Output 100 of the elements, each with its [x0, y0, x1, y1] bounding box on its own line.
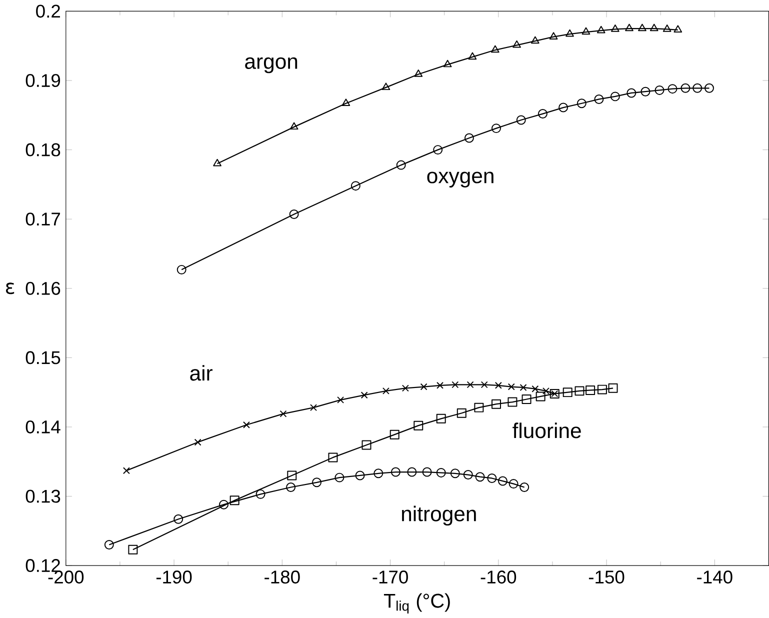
- point: [654, 85, 664, 95]
- point: [508, 478, 518, 488]
- point: [464, 133, 474, 143]
- point: [242, 421, 250, 428]
- x-tick-label: -200: [48, 570, 84, 584]
- point: [382, 82, 390, 90]
- point: [640, 86, 650, 96]
- point: [512, 40, 521, 48]
- point: [452, 381, 459, 388]
- point: [566, 29, 574, 37]
- x-tick-label: -170: [372, 570, 408, 584]
- series-label: fluorine: [512, 422, 581, 438]
- point: [362, 440, 372, 450]
- point: [668, 84, 678, 94]
- point: [522, 394, 532, 404]
- point: [498, 476, 508, 486]
- point: [692, 83, 702, 93]
- point: [487, 473, 497, 483]
- point: [407, 467, 417, 477]
- point: [549, 32, 558, 40]
- point: [531, 36, 540, 44]
- point: [542, 387, 550, 394]
- y-axis-title: ε: [6, 282, 14, 294]
- point: [355, 470, 365, 480]
- point: [508, 397, 518, 407]
- point: [194, 438, 202, 446]
- x-axis-title: T$_{liq}$ (°C): [384, 593, 450, 614]
- x-tick-label: -180: [264, 570, 300, 584]
- point: [390, 430, 400, 440]
- point: [638, 24, 646, 32]
- series-label: nitrogen: [402, 506, 476, 526]
- point: [650, 24, 658, 32]
- point: [420, 383, 428, 390]
- text: argon: [245, 57, 298, 74]
- point: [558, 102, 568, 112]
- point: [536, 392, 546, 402]
- point: [280, 410, 287, 418]
- point: [611, 24, 620, 32]
- point: [704, 83, 714, 93]
- point: [492, 399, 501, 409]
- point: [350, 180, 360, 190]
- point: [312, 478, 322, 488]
- point: [596, 26, 606, 34]
- point: [436, 414, 446, 424]
- point: [538, 108, 548, 118]
- point: [122, 467, 130, 474]
- point: [256, 489, 266, 499]
- point: [520, 384, 527, 391]
- y-tick-label: 0.19: [26, 74, 60, 87]
- y-tick-label: 0.13: [26, 490, 60, 503]
- point: [433, 144, 443, 154]
- point: [574, 386, 584, 396]
- point: [390, 467, 400, 477]
- point: [680, 83, 690, 93]
- point: [516, 115, 526, 125]
- point: [520, 482, 530, 492]
- y-tick-label: 0.14: [26, 420, 60, 434]
- point: [382, 387, 390, 394]
- point: [463, 470, 473, 480]
- point: [474, 402, 484, 412]
- point: [576, 98, 586, 108]
- point: [475, 472, 485, 482]
- x-tick-label: -150: [588, 570, 624, 584]
- y-tick-label: 0.16: [26, 282, 60, 295]
- point: [342, 98, 350, 106]
- point: [287, 470, 297, 480]
- point: [494, 382, 502, 389]
- text: air: [190, 365, 212, 381]
- point: [396, 160, 406, 170]
- point: [450, 468, 460, 478]
- point: [128, 544, 138, 554]
- y-tick-label: 0.15: [26, 351, 60, 364]
- series-label: oxygen: [427, 172, 494, 188]
- y-tick-label: 0.12: [26, 558, 60, 572]
- point: [290, 122, 298, 130]
- point: [213, 158, 222, 166]
- point: [310, 404, 318, 411]
- point: [594, 94, 604, 104]
- point: [582, 27, 590, 34]
- point: [466, 381, 474, 388]
- point: [625, 24, 634, 32]
- point: [456, 408, 466, 418]
- point: [480, 381, 488, 388]
- point: [532, 385, 539, 392]
- x-tick-label: -190: [156, 570, 192, 584]
- point: [662, 24, 672, 32]
- point: [508, 383, 515, 390]
- point: [626, 88, 636, 98]
- point: [610, 92, 620, 102]
- point: [586, 385, 596, 395]
- point: [414, 420, 424, 430]
- point: [402, 384, 409, 392]
- point: [490, 45, 500, 53]
- point: [289, 209, 299, 219]
- point: [328, 452, 338, 462]
- point: [597, 384, 607, 394]
- y-tick-label: 0.2: [36, 4, 60, 18]
- y-tick-label: 0.18: [26, 143, 60, 156]
- point: [334, 472, 344, 482]
- x-tick-label: -140: [697, 570, 732, 584]
